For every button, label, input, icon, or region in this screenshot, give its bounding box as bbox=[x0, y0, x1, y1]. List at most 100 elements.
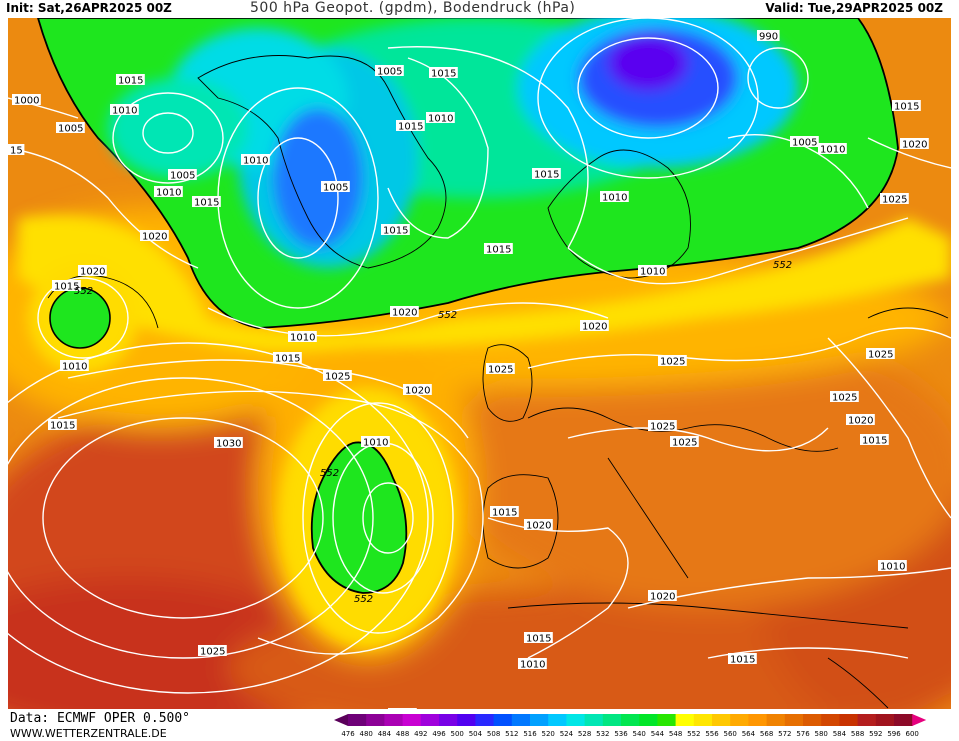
isobar-label: 1030 bbox=[216, 439, 241, 450]
legend-tick-label: 512 bbox=[505, 730, 519, 738]
website-link[interactable]: WWW.WETTERZENTRALE.DE bbox=[10, 727, 167, 740]
isobar-label: 1005 bbox=[170, 171, 195, 182]
isobar-label: 1015 bbox=[275, 354, 300, 365]
valid-time: Valid: Tue,29APR2025 00Z bbox=[765, 1, 943, 15]
data-source: Data: ECMWF OPER 0.500° bbox=[10, 711, 191, 726]
isobar-label: 1020 bbox=[526, 521, 551, 532]
isobar-label: 1015 bbox=[118, 76, 143, 87]
legend-swatch bbox=[657, 714, 677, 726]
isobar-label-box bbox=[12, 94, 41, 105]
isobar-label: 1005 bbox=[792, 138, 817, 149]
legend-swatch bbox=[420, 714, 440, 726]
isobar-label-box bbox=[56, 122, 85, 133]
legend-swatch bbox=[693, 714, 713, 726]
isobar-label-box bbox=[878, 560, 907, 571]
geopot-label: 552 bbox=[320, 468, 339, 479]
isobar-label-box bbox=[790, 136, 819, 147]
cutoff-low-atlantic bbox=[310, 441, 408, 594]
isobar-label: 1010 bbox=[640, 267, 665, 278]
isobar-label: 1010 bbox=[290, 333, 315, 344]
legend-tick-label: 560 bbox=[723, 730, 737, 738]
isobar-label: 1010 bbox=[520, 660, 545, 671]
legend-swatch bbox=[748, 714, 768, 726]
isobar-label-box bbox=[486, 363, 515, 374]
isobar-label: 1015 bbox=[492, 508, 517, 519]
legend-tick-label: 528 bbox=[577, 730, 592, 738]
isobar-label-box bbox=[518, 658, 547, 669]
legend-swatch bbox=[384, 714, 404, 726]
isobar-label: 1015 bbox=[398, 122, 423, 133]
isobar-label: 1025 bbox=[868, 350, 893, 361]
legend-swatch bbox=[875, 714, 895, 726]
isobar-label-box bbox=[52, 280, 81, 291]
isobar-label: 1025 bbox=[832, 393, 857, 404]
isobar-label: 1010 bbox=[880, 562, 905, 573]
legend-swatch bbox=[894, 714, 913, 726]
geopot-labels: 552 552 552 552 552 bbox=[74, 260, 792, 605]
isobar-label: 1015 bbox=[730, 655, 755, 666]
legend-tick-label: 484 bbox=[377, 730, 392, 738]
legend-swatch bbox=[348, 714, 367, 726]
isobar-label-box bbox=[321, 181, 350, 192]
legend-tick-label: 564 bbox=[741, 730, 756, 738]
legend-swatch bbox=[803, 714, 822, 726]
legend-arrow-left bbox=[334, 714, 348, 726]
isobar-label-box bbox=[648, 590, 677, 601]
legend-swatch bbox=[493, 714, 513, 726]
isobar-label: 1010 bbox=[428, 114, 453, 125]
isobar-label-box bbox=[658, 355, 687, 366]
isobar-label: 1010 bbox=[820, 145, 845, 156]
isobar-label-box bbox=[580, 320, 609, 331]
isobar-label-box bbox=[214, 437, 243, 448]
legend-tick-label: 568 bbox=[759, 730, 774, 738]
map-footer: Data: ECMWF OPER 0.500° WWW.WETTERZENTRA… bbox=[0, 709, 959, 741]
weather-map-svg: 1000100510101015151005101010151010100510… bbox=[8, 18, 951, 709]
isobar-label: 1020 bbox=[582, 322, 607, 333]
isobar-label: 1020 bbox=[80, 267, 105, 278]
legend-swatch bbox=[566, 714, 586, 726]
legend-tick-label: 536 bbox=[614, 730, 628, 738]
legend-tick-label: 544 bbox=[650, 730, 665, 738]
isobar-label-box bbox=[600, 191, 629, 202]
isobars bbox=[8, 18, 951, 694]
isobar-label-box bbox=[524, 632, 553, 643]
map-header: Init: Sat,26APR2025 00Z 500 hPa Geopot. … bbox=[0, 0, 959, 18]
isobar-label-box bbox=[192, 196, 221, 207]
isobar-label-box bbox=[532, 168, 561, 179]
legend-tick-label: 592 bbox=[869, 730, 883, 738]
legend-tick-label: 504 bbox=[468, 730, 483, 738]
legend-swatch bbox=[857, 714, 877, 726]
isobar-label-box bbox=[648, 420, 677, 431]
isobar-label: 1025 bbox=[325, 372, 350, 383]
geopot-label: 552 bbox=[773, 260, 792, 271]
legend-tick-label: 520 bbox=[541, 730, 555, 738]
isobar-label: 1005 bbox=[377, 67, 402, 78]
isobar-label-box bbox=[60, 360, 89, 371]
isobar-label: 1010 bbox=[363, 438, 388, 449]
isobar-label: 1010 bbox=[602, 193, 627, 204]
isobar-label: 1010 bbox=[156, 188, 181, 199]
legend-tick-label: 492 bbox=[414, 730, 428, 738]
isobar-label: 1020 bbox=[650, 592, 675, 603]
legend-swatch bbox=[621, 714, 640, 726]
legend-tick-label: 588 bbox=[850, 730, 865, 738]
isobar-label: 1010 bbox=[62, 362, 87, 373]
weather-map: 1000 1005 1010 1015 15 1005 1010 1015 1010 1005 10… bbox=[8, 18, 951, 709]
legend-tick-label: 548 bbox=[668, 730, 683, 738]
legend-tick-label: 596 bbox=[887, 730, 901, 738]
legend-tick-label: 508 bbox=[486, 730, 501, 738]
legend-arrow-right bbox=[912, 714, 927, 726]
isobar-label: 1025 bbox=[650, 422, 675, 433]
isobar-label-box bbox=[241, 154, 270, 165]
cutoff-low-west bbox=[49, 287, 111, 349]
isobar-label-box bbox=[323, 370, 352, 381]
isobar-label: 1015 bbox=[431, 69, 456, 80]
isobar-label-box bbox=[490, 506, 519, 517]
isobar-label: 990 bbox=[759, 32, 778, 43]
isobar-label-box bbox=[116, 74, 145, 85]
isobar-label: 1020 bbox=[902, 140, 927, 151]
isobar-label: 1015 bbox=[383, 226, 408, 237]
isobar-label-box bbox=[8, 144, 25, 155]
isobar-label: 1005 bbox=[58, 124, 83, 135]
isobar-label-box bbox=[168, 169, 197, 180]
